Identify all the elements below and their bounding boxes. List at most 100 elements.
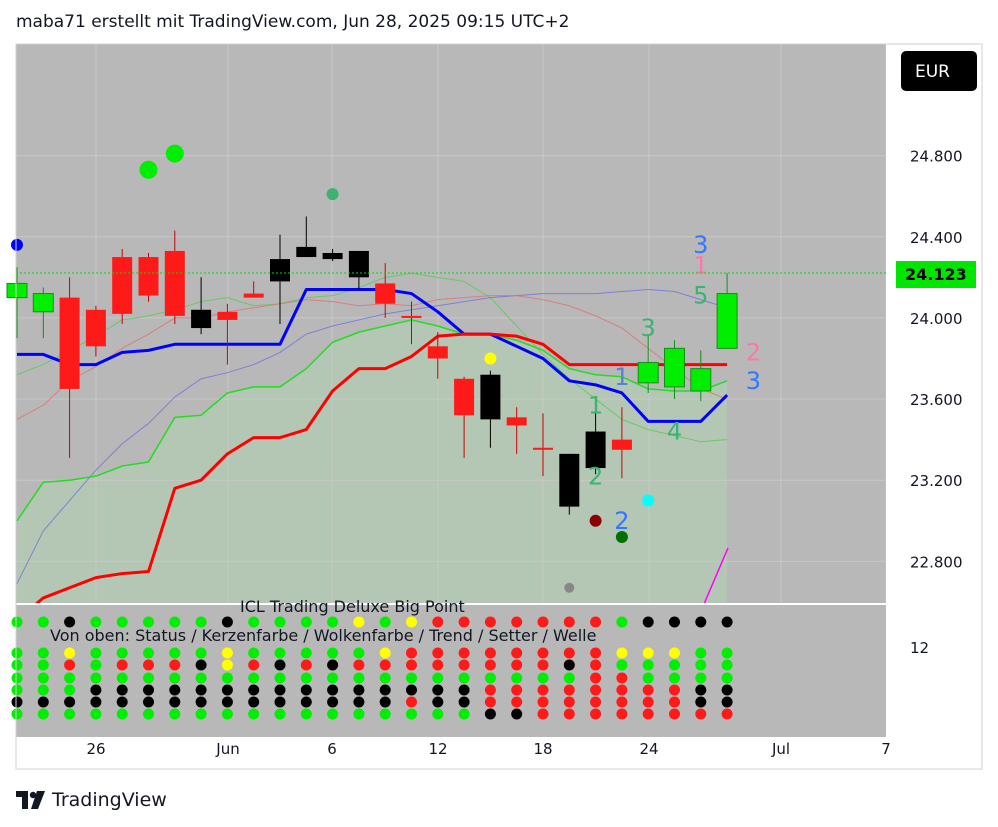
candle-body[interactable]: [243, 293, 264, 298]
currency-button-label: EUR: [915, 62, 950, 82]
last-price-label: 24.123: [905, 265, 967, 284]
status-dot: [616, 708, 628, 720]
time-tick-label: 12: [428, 740, 447, 758]
status-dot: [221, 647, 233, 659]
candle-body[interactable]: [401, 315, 422, 318]
candle-body[interactable]: [217, 311, 238, 320]
candle-body[interactable]: [6, 282, 28, 299]
candle-body[interactable]: [637, 362, 659, 384]
status-dot: [721, 647, 733, 659]
candle-body[interactable]: [427, 346, 448, 359]
price-tick-label: 24.800: [910, 148, 963, 166]
candle-body[interactable]: [533, 447, 553, 450]
status-dot: [11, 708, 23, 720]
status-dot: [511, 672, 523, 684]
status-dot: [300, 684, 312, 696]
series-line-slow: [16, 332, 728, 622]
candle-body[interactable]: [559, 453, 580, 507]
status-dot: [590, 616, 602, 628]
candle-body[interactable]: [59, 297, 80, 389]
status-dot: [90, 659, 102, 671]
status-dot: [221, 684, 233, 696]
status-dot: [695, 684, 707, 696]
candle-body[interactable]: [296, 246, 317, 258]
status-dot: [90, 684, 102, 696]
status-dot: [432, 684, 444, 696]
candle-body[interactable]: [664, 347, 685, 388]
time-tick-label: 18: [533, 740, 552, 758]
status-dot: [563, 696, 575, 708]
status-dot: [353, 647, 365, 659]
status-dot: [642, 684, 654, 696]
status-dot: [616, 696, 628, 708]
status-dot: [511, 616, 523, 628]
status-dot: [37, 647, 49, 659]
status-dot: [353, 672, 365, 684]
status-dot: [169, 647, 181, 659]
status-dot: [432, 672, 444, 684]
signal-dot: [139, 160, 158, 179]
status-dot-grid: [11, 616, 733, 720]
candle-body[interactable]: [270, 259, 290, 282]
status-dot: [379, 684, 391, 696]
status-dot: [484, 708, 496, 720]
status-dot: [327, 647, 339, 659]
candle-body[interactable]: [138, 257, 159, 296]
status-dot: [64, 616, 76, 628]
indicator-pane-background[interactable]: [16, 605, 886, 737]
candle-body[interactable]: [611, 439, 632, 450]
status-dot: [537, 684, 549, 696]
status-dot: [90, 696, 102, 708]
status-dot: [327, 672, 339, 684]
status-dot: [484, 647, 496, 659]
status-dot: [406, 647, 417, 659]
status-dot: [379, 647, 391, 659]
status-dot: [484, 672, 496, 684]
status-dot: [169, 672, 181, 684]
status-dot: [458, 684, 470, 696]
status-dot: [169, 696, 181, 708]
candle-body[interactable]: [191, 309, 212, 329]
status-dot: [721, 708, 733, 720]
status-dot: [616, 684, 628, 696]
status-dot: [300, 672, 312, 684]
candle-body[interactable]: [480, 374, 501, 420]
tradingview-logo[interactable]: TradingView: [16, 788, 167, 812]
candle-body[interactable]: [375, 283, 396, 304]
status-dot: [195, 696, 207, 708]
candle-body[interactable]: [164, 250, 185, 316]
status-dot: [563, 672, 575, 684]
candle-body[interactable]: [85, 309, 106, 347]
time-axis-ticks: 26 Jun 6 12 18 24 Jul 7: [86, 740, 890, 758]
candle-body[interactable]: [32, 293, 54, 313]
status-dot: [195, 659, 207, 671]
candle-body[interactable]: [348, 250, 369, 278]
status-dot: [379, 659, 391, 671]
candles[interactable]: [6, 216, 738, 515]
currency-button[interactable]: [901, 51, 977, 91]
status-dot: [37, 659, 49, 671]
status-dot: [458, 616, 470, 628]
wave-label: 5: [693, 282, 708, 310]
status-dot: [642, 659, 654, 671]
status-dot: [221, 672, 233, 684]
candle-body[interactable]: [506, 417, 527, 426]
price-tick-label: 23.600: [910, 391, 963, 409]
candle-body[interactable]: [112, 257, 133, 314]
candle-body[interactable]: [322, 252, 343, 260]
status-dot: [458, 696, 470, 708]
candle-body[interactable]: [690, 368, 712, 392]
indicator-axis-label: 12: [910, 639, 929, 657]
status-dot: [64, 696, 76, 708]
status-dot: [669, 684, 680, 696]
tradingview-logo-icon: [16, 791, 45, 809]
price-axis[interactable]: [886, 44, 982, 769]
candle-body[interactable]: [454, 378, 475, 416]
candle-body[interactable]: [716, 293, 738, 349]
status-dot: [537, 616, 549, 628]
status-dot: [116, 684, 128, 696]
wave-label: 3: [693, 231, 708, 259]
time-axis[interactable]: [16, 737, 886, 769]
candle-body[interactable]: [585, 431, 606, 469]
